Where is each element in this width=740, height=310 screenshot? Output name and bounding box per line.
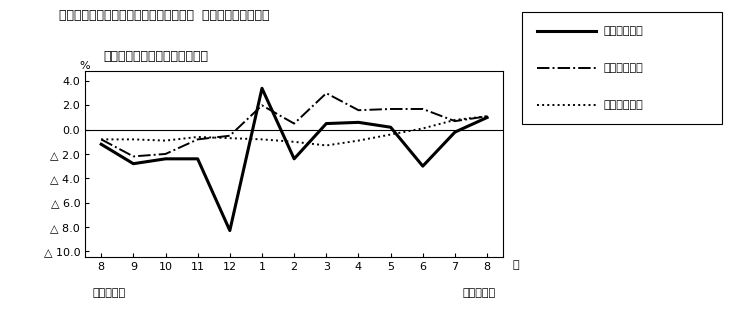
Text: 現金給与総額: 現金給与総額: [603, 26, 643, 36]
Text: （規模５人以上　調査産業計）: （規模５人以上 調査産業計）: [104, 50, 209, 63]
Text: 平成２１年: 平成２１年: [92, 288, 126, 298]
Text: 総実労働時間: 総実労働時間: [603, 63, 643, 73]
Text: 第４図　賃金、労働時間、常用雇用指数  対前年同月比の推移: 第４図 賃金、労働時間、常用雇用指数 対前年同月比の推移: [59, 9, 269, 22]
Text: 平成２２年: 平成２２年: [462, 288, 496, 298]
Text: 月: 月: [512, 260, 519, 270]
Text: %: %: [80, 61, 90, 71]
Text: 常用雇用指数: 常用雇用指数: [603, 100, 643, 110]
